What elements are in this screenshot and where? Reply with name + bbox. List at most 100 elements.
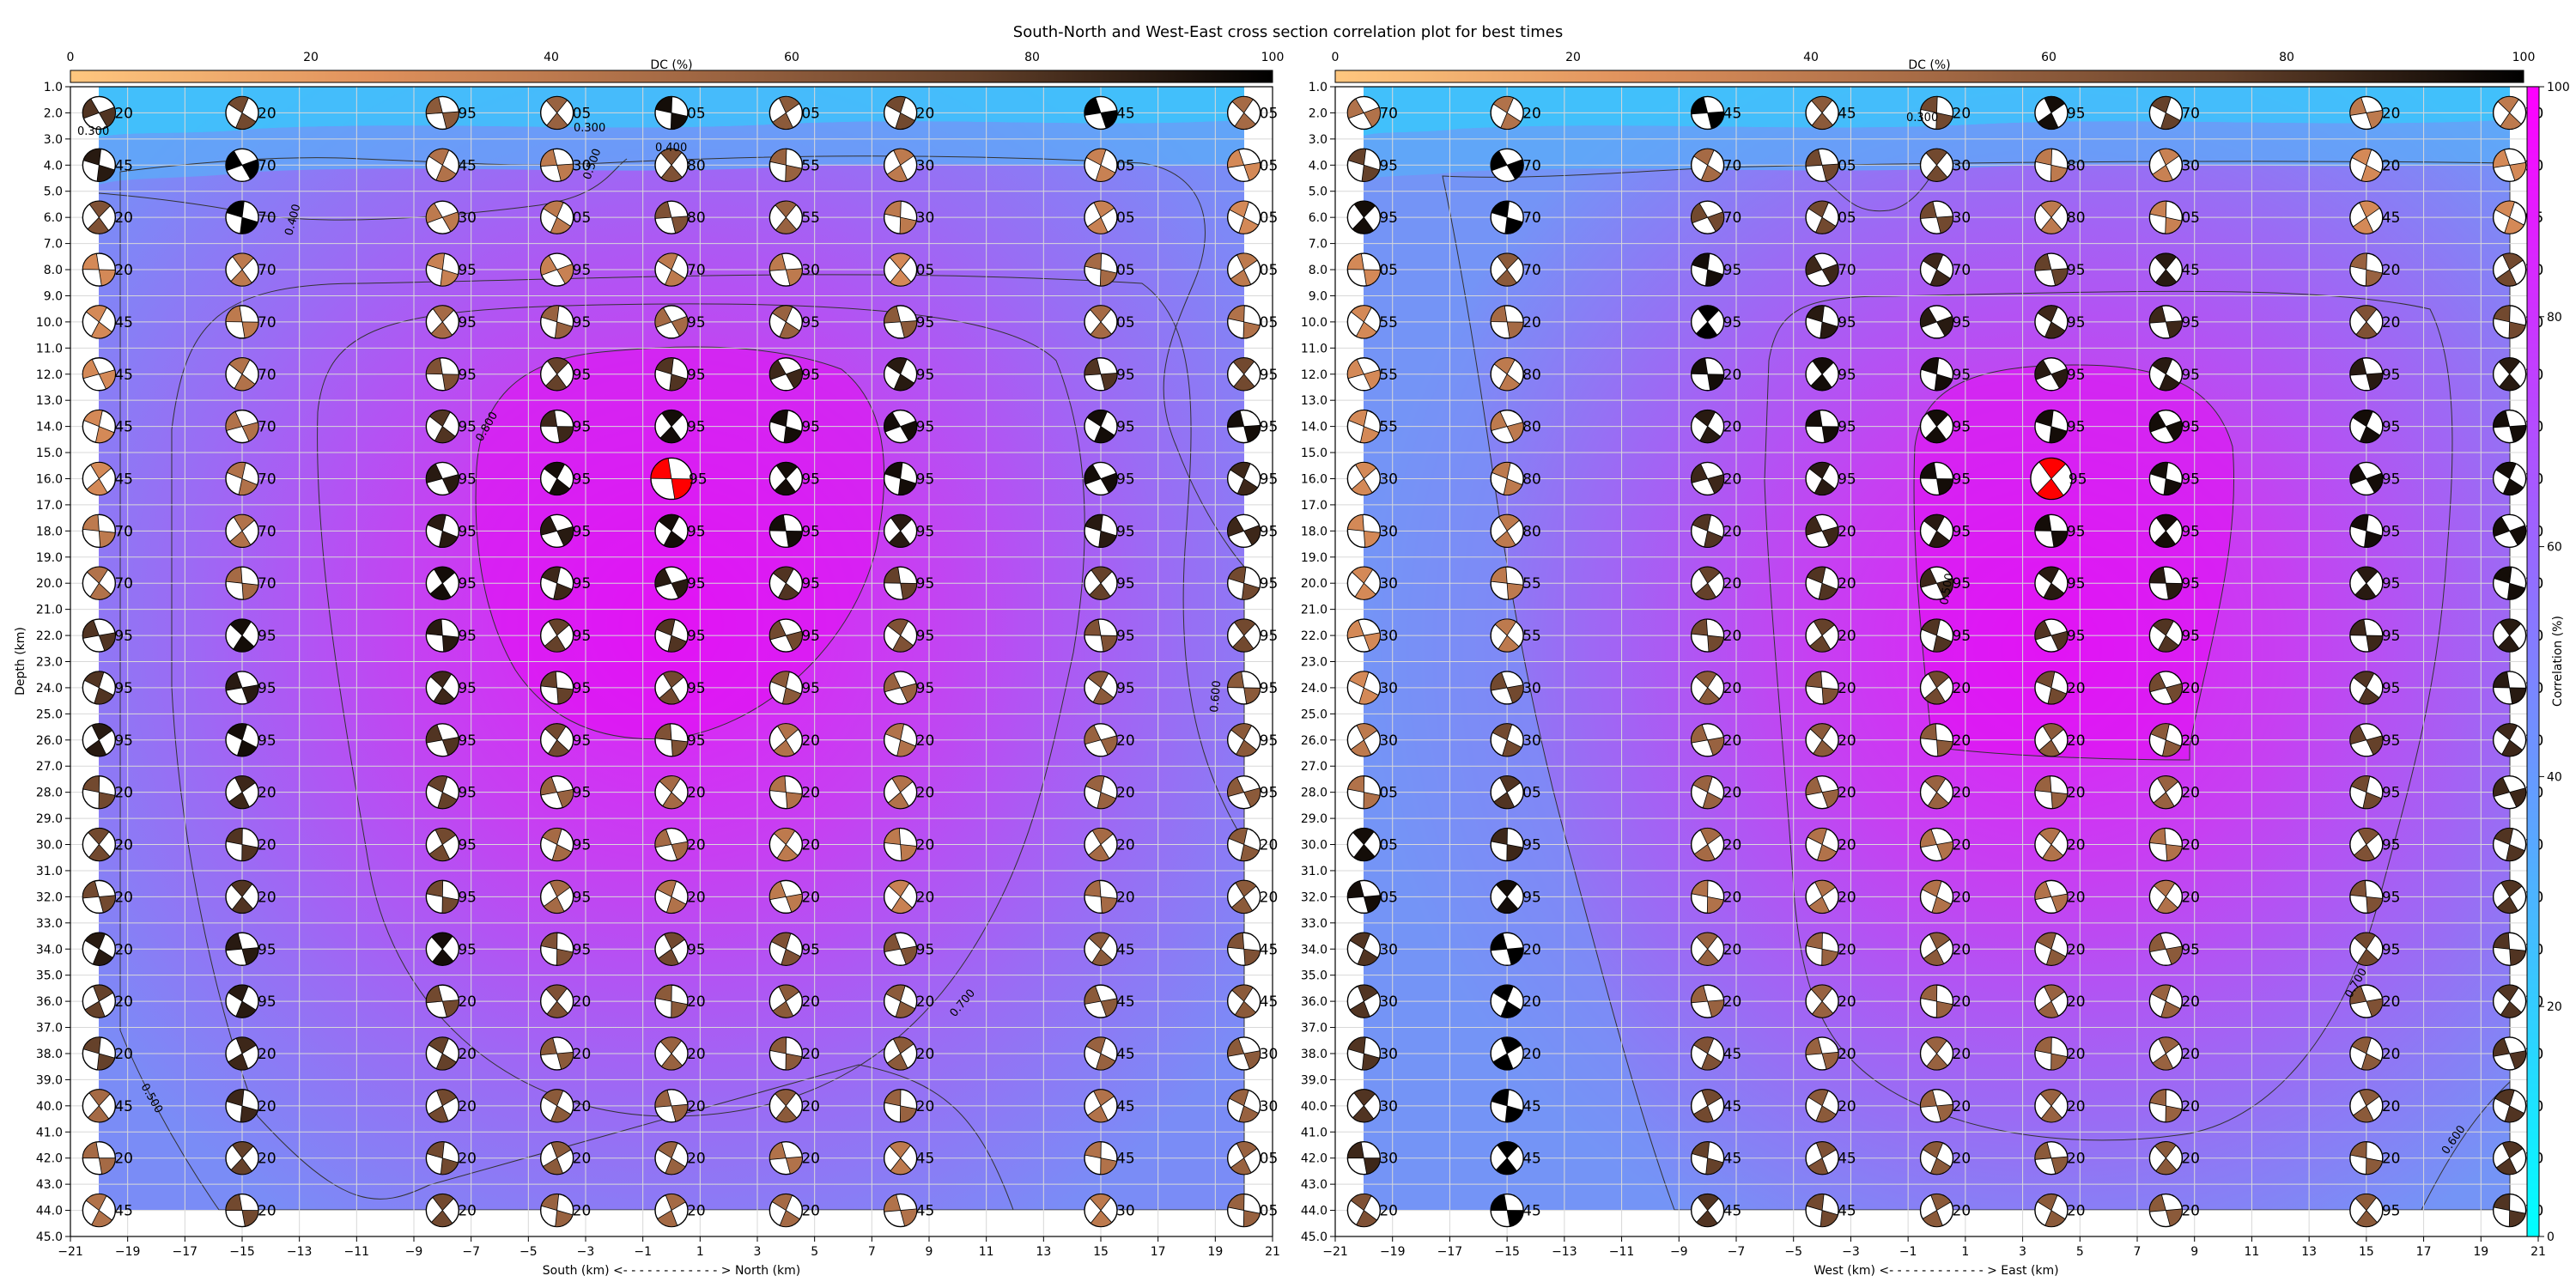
beachball: [1805, 932, 1839, 966]
dc-label: 95: [689, 471, 708, 488]
beachball: [1919, 879, 1954, 914]
beachball: [1690, 879, 1725, 914]
beachball: [82, 775, 117, 810]
dc-label: 95: [687, 941, 706, 958]
beachball: [1346, 513, 1382, 549]
beachball: [1490, 1193, 1524, 1228]
dc-label: 95: [916, 628, 935, 645]
x-tick-label: −5: [519, 1245, 538, 1259]
dc-label: 20: [1723, 680, 1742, 697]
dc-label: 45: [114, 471, 133, 488]
beachball: [1690, 723, 1725, 757]
dc-label: 95: [916, 314, 935, 331]
dc-label: 30: [1953, 157, 1971, 174]
beachball: [1690, 95, 1725, 131]
y-tick-label: 40.0: [1301, 1100, 1327, 1114]
beachball: [1226, 1089, 1261, 1123]
y-axis-label: Depth (km): [14, 627, 27, 696]
dc-label: 05: [1260, 210, 1279, 227]
y-tick-label: 18.0: [1301, 525, 1327, 538]
dc-label: 95: [1116, 575, 1135, 592]
dc-label: 20: [1723, 523, 1742, 540]
beachball: [769, 409, 804, 444]
beachball: [1084, 984, 1118, 1018]
beachball: [654, 566, 689, 600]
beachball: [1084, 618, 1118, 653]
dc-label: 20: [2067, 837, 2086, 854]
x-tick-label: −9: [405, 1245, 423, 1259]
beachball: [1490, 409, 1524, 444]
dc-label: 20: [687, 1151, 706, 1168]
dc-label: 20: [1953, 785, 1971, 802]
dc-label: 30: [573, 157, 592, 174]
beachball: [2492, 879, 2527, 914]
dc-label: 70: [258, 471, 276, 488]
y-tick-label: 45.0: [1301, 1230, 1327, 1244]
beachball: [225, 148, 259, 182]
beachball: [1805, 461, 1839, 496]
beachball: [82, 148, 117, 182]
dc-label: 45: [1838, 105, 1856, 122]
dc-label: 20: [2382, 1046, 2401, 1063]
beachball: [2349, 252, 2384, 287]
dc-label: 05: [1116, 262, 1135, 279]
dc-tick: 40: [544, 51, 559, 64]
beachball: [82, 879, 117, 914]
dc-label: 20: [687, 1046, 706, 1063]
beachball: [225, 200, 259, 234]
y-tick-label: 45.0: [36, 1230, 63, 1244]
dc-label: 30: [916, 157, 935, 174]
beachball: [2492, 932, 2527, 966]
beachball: [2492, 1036, 2527, 1071]
beachball: [2492, 671, 2527, 705]
dc-label: 95: [2382, 1203, 2401, 1220]
beachball: [769, 618, 804, 653]
beachball: [2034, 252, 2069, 287]
dc-label: 95: [2181, 367, 2200, 384]
x-tick-label: 13: [1036, 1245, 1051, 1259]
dc-label: 20: [258, 889, 276, 906]
dc-label: 95: [1260, 732, 1279, 750]
y-tick-label: 34.0: [1301, 943, 1327, 957]
dc-label: 20: [2181, 680, 2200, 697]
contour-0.6: [171, 274, 1245, 1211]
dc-label: 20: [1723, 837, 1742, 854]
dc-label: 95: [1260, 419, 1279, 436]
dc-label: 95: [2382, 837, 2401, 854]
dc-tick: 40: [1803, 51, 1819, 64]
dc-colorbar-ticks: 0 20 40 60 80 100: [1332, 51, 2536, 64]
beachball: [82, 305, 117, 339]
dc-label: 20: [573, 1098, 592, 1115]
y-tick-label: 24.0: [1301, 682, 1327, 696]
beachball: [1084, 252, 1118, 287]
dc-label: 20: [1953, 993, 1971, 1011]
dc-label: 95: [258, 628, 276, 645]
beachball: [654, 513, 689, 549]
beachball: [2148, 357, 2184, 392]
beachball: [2034, 775, 2069, 810]
y-tick-label: 17.0: [1301, 499, 1327, 513]
beachball: [2349, 566, 2384, 600]
dc-label: 45: [1260, 993, 1279, 1011]
dc-label: 95: [1260, 680, 1279, 697]
y-tick-label: 15.0: [1301, 447, 1327, 460]
dc-label: 55: [1379, 314, 1398, 331]
beachball: [1084, 1193, 1118, 1228]
dc-label: 20: [1723, 628, 1742, 645]
dc-label: 05: [1260, 1203, 1279, 1220]
beachball: [225, 827, 259, 862]
beachball: [1084, 723, 1118, 757]
dc-label: 95: [573, 732, 592, 750]
beachball: [2349, 200, 2384, 234]
y-tick-label: 17.0: [36, 499, 63, 513]
dc-tick: 60: [784, 51, 799, 64]
dc-label: 20: [916, 993, 935, 1011]
beachball: [82, 618, 117, 653]
x-tick-label: 5: [2076, 1245, 2084, 1259]
beachball: [2349, 775, 2384, 810]
beachball: [1690, 461, 1725, 496]
dc-label: 95: [2067, 419, 2086, 436]
beachball: [425, 566, 460, 600]
dc-label: 70: [1723, 157, 1742, 174]
dc-label: 70: [1953, 262, 1971, 279]
